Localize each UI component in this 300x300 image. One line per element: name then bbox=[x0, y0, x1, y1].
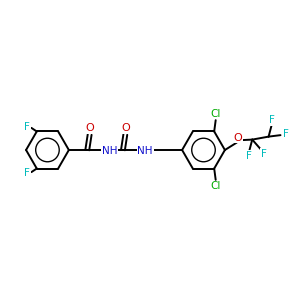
Text: NH: NH bbox=[137, 146, 153, 156]
Text: O: O bbox=[121, 123, 130, 133]
Text: F: F bbox=[269, 115, 275, 125]
Text: O: O bbox=[234, 133, 242, 142]
Text: F: F bbox=[283, 129, 289, 139]
Text: O: O bbox=[85, 123, 94, 133]
Text: F: F bbox=[24, 122, 30, 132]
Text: F: F bbox=[246, 151, 252, 161]
Text: F: F bbox=[24, 168, 30, 178]
Text: NH: NH bbox=[102, 146, 117, 156]
Text: F: F bbox=[261, 149, 266, 159]
Text: Cl: Cl bbox=[211, 182, 221, 191]
Text: Cl: Cl bbox=[211, 109, 221, 118]
